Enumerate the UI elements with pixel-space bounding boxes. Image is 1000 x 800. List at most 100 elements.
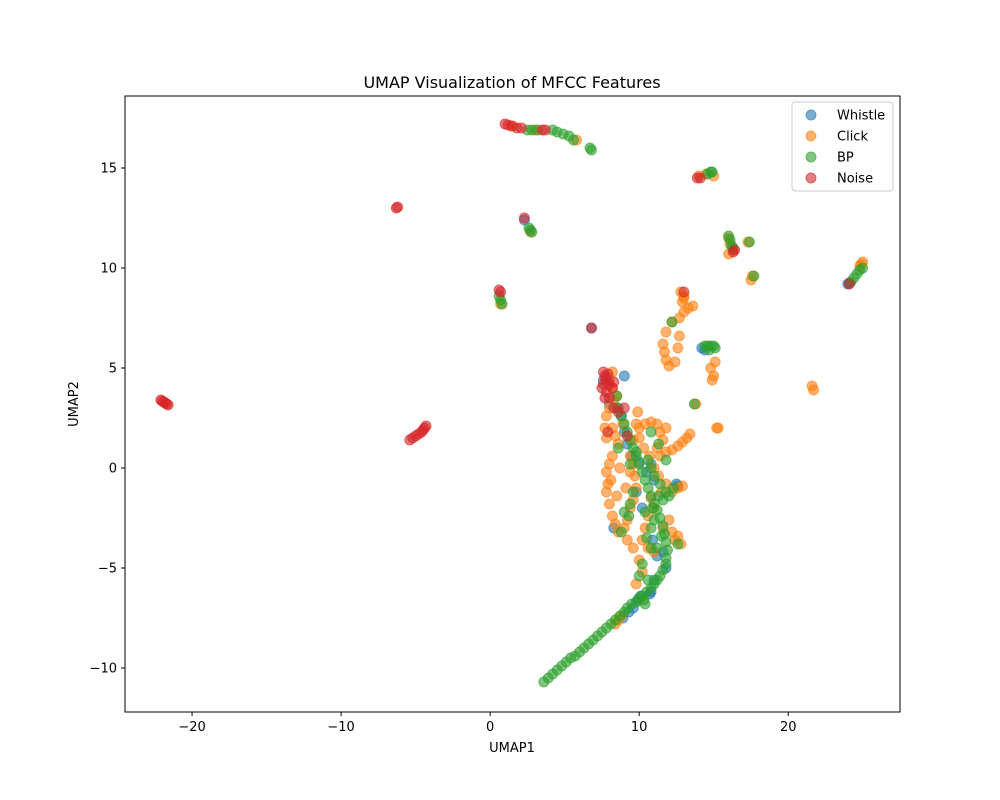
x-tick-label: −10 xyxy=(327,720,354,735)
data-point xyxy=(586,144,597,156)
data-point xyxy=(518,212,530,224)
y-tick-label: 5 xyxy=(109,362,117,377)
data-point xyxy=(624,458,636,470)
data-point xyxy=(618,402,630,414)
y-axis: −10 −5 0 5 10 15 xyxy=(90,162,125,677)
data-point xyxy=(608,376,620,388)
data-point xyxy=(600,410,612,422)
data-point xyxy=(526,226,538,238)
x-tick-label: 0 xyxy=(486,720,494,735)
data-point xyxy=(676,480,688,492)
legend-label-click: Click xyxy=(837,130,868,145)
data-point xyxy=(843,278,855,290)
data-point xyxy=(599,392,611,404)
series-noise xyxy=(155,118,855,446)
data-point xyxy=(632,406,644,418)
chart-title: UMAP Visualization of MFCC Features xyxy=(363,73,660,92)
legend: Whistle Click BP Noise xyxy=(791,101,894,192)
data-point xyxy=(678,286,690,298)
data-point xyxy=(666,316,678,328)
data-point xyxy=(420,420,432,432)
data-point xyxy=(688,398,700,410)
data-point xyxy=(602,426,614,438)
series-click xyxy=(495,120,869,630)
data-point xyxy=(703,344,715,356)
data-point xyxy=(712,422,724,434)
y-axis-label: UMAP2 xyxy=(67,381,82,427)
x-axis: −20 −10 0 10 20 xyxy=(178,712,796,735)
series-whistle xyxy=(518,214,855,624)
data-point xyxy=(568,134,580,146)
legend-frame xyxy=(791,101,894,192)
x-tick-label: 20 xyxy=(780,720,797,735)
data-point xyxy=(645,522,657,534)
x-tick-label: −20 xyxy=(178,720,205,735)
data-point xyxy=(614,462,626,474)
legend-label-bp: BP xyxy=(837,151,854,166)
data-point xyxy=(660,422,672,434)
data-point xyxy=(627,542,639,554)
data-point xyxy=(611,490,623,502)
data-point xyxy=(672,538,684,550)
data-point xyxy=(618,370,630,382)
data-point xyxy=(586,322,597,334)
data-point xyxy=(605,474,617,486)
data-point xyxy=(660,454,672,466)
data-point xyxy=(633,570,645,582)
data-point xyxy=(684,428,696,440)
data-point xyxy=(615,526,627,538)
data-point xyxy=(539,124,551,136)
x-axis-label: UMAP1 xyxy=(489,741,535,756)
data-point xyxy=(515,122,527,134)
x-tick-label: 10 xyxy=(631,720,648,735)
data-point xyxy=(642,574,654,586)
data-point xyxy=(669,356,681,368)
legend-marker-noise xyxy=(805,172,817,184)
data-point xyxy=(639,506,651,518)
data-point xyxy=(694,172,706,184)
data-point xyxy=(633,432,645,444)
data-point xyxy=(612,442,624,454)
data-point xyxy=(729,244,741,256)
y-tick-label: −5 xyxy=(98,562,117,577)
y-tick-label: 15 xyxy=(100,162,117,177)
data-point xyxy=(392,201,404,213)
y-tick-label: 10 xyxy=(100,262,117,277)
data-point xyxy=(603,498,615,510)
data-point xyxy=(660,326,672,338)
legend-label-whistle: Whistle xyxy=(837,109,885,124)
plot-area-frame xyxy=(124,95,901,713)
data-point xyxy=(748,270,760,282)
data-point xyxy=(654,478,666,490)
legend-marker-click xyxy=(805,130,817,142)
y-tick-label: −10 xyxy=(90,662,117,677)
data-point xyxy=(709,356,721,368)
legend-label-noise: Noise xyxy=(837,172,873,187)
data-point xyxy=(673,330,685,342)
data-point xyxy=(668,482,679,494)
data-point xyxy=(808,384,820,396)
points-layer xyxy=(155,118,869,688)
legend-marker-bp xyxy=(805,151,817,163)
data-point xyxy=(624,498,636,510)
y-tick-label: 0 xyxy=(109,462,117,477)
data-point xyxy=(602,368,614,380)
data-point xyxy=(618,506,630,518)
data-point xyxy=(621,430,633,442)
data-point xyxy=(645,426,657,438)
data-point xyxy=(641,532,653,544)
data-point xyxy=(744,236,755,248)
data-point xyxy=(706,374,718,386)
data-point xyxy=(496,298,508,310)
data-point xyxy=(630,446,642,458)
data-point xyxy=(627,486,639,498)
data-point xyxy=(706,166,718,178)
data-point xyxy=(495,286,507,298)
data-point xyxy=(639,598,651,610)
data-point xyxy=(653,490,665,502)
data-point xyxy=(621,534,633,546)
data-point xyxy=(636,558,648,570)
series-bp xyxy=(493,124,869,688)
